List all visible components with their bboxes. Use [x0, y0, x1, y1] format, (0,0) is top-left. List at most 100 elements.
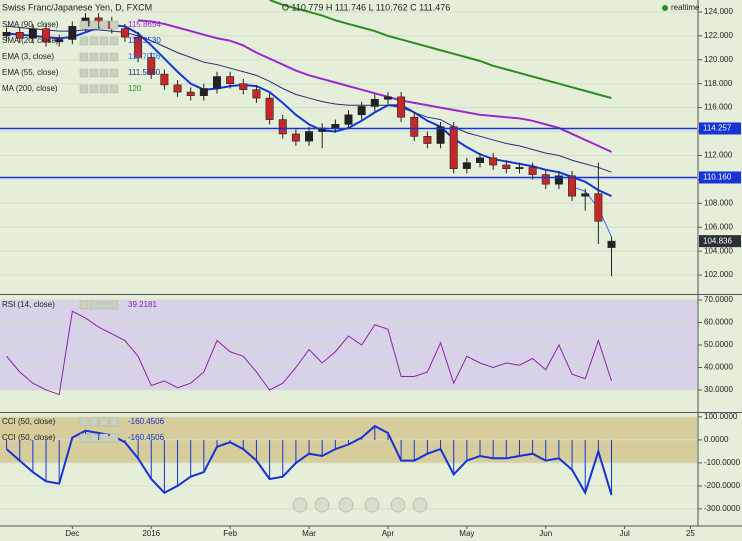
candle-body	[265, 97, 274, 120]
toolbar-button[interactable]	[412, 497, 428, 513]
legend-icon	[109, 300, 119, 310]
y-tick-label: -100.0000	[704, 458, 741, 467]
legend-icon	[99, 36, 109, 46]
last-price-box	[699, 235, 741, 248]
candle-body	[291, 133, 300, 142]
toolbar-button[interactable]	[314, 497, 330, 513]
y-tick-label: 112.000	[704, 151, 733, 160]
toolbar-button[interactable]	[364, 497, 380, 513]
x-tick-label: Mar	[302, 529, 316, 538]
y-tick-label: 30.0000	[704, 385, 733, 394]
legend-icon	[109, 52, 119, 62]
y-tick-label: 60.0000	[704, 318, 733, 327]
toolbar-button[interactable]	[338, 497, 354, 513]
candle-body	[278, 119, 287, 135]
legend-value: 113.3530	[128, 36, 161, 45]
legend-icon	[99, 52, 109, 62]
y-tick-label: 108.000	[704, 198, 733, 207]
legend-name: SMA (90, close)	[2, 20, 59, 29]
y-tick-label: 124.000	[704, 7, 733, 16]
legend-icon	[109, 417, 119, 427]
legend-value: 111.5850	[128, 68, 161, 77]
legend-icon	[79, 300, 89, 310]
x-tick-label: May	[459, 529, 474, 538]
candle-body	[462, 162, 471, 169]
candle-body	[581, 193, 590, 197]
legend-icon	[99, 300, 109, 310]
legend-icon	[89, 417, 99, 427]
candle-body	[160, 73, 169, 86]
candle-body	[173, 84, 182, 93]
candle-body	[213, 76, 221, 89]
ohlc-readout: O 110.779 H 111.746 L 110.762 C 111.476	[282, 2, 450, 12]
legend-name: CCI (50, close)	[2, 433, 56, 442]
legend-icon	[79, 417, 89, 427]
y-tick-label: 40.0000	[704, 363, 733, 372]
legend-value: 39.2181	[128, 300, 157, 309]
candle-body	[397, 96, 406, 118]
candle-body	[42, 28, 51, 43]
legend-icon	[79, 84, 89, 94]
x-tick-label: Apr	[382, 529, 395, 538]
legend-icon	[109, 68, 119, 78]
legend-icon	[99, 68, 109, 78]
candle-body	[502, 164, 511, 169]
legend-icon	[89, 300, 99, 310]
price-label-box	[699, 122, 741, 135]
legend-name: EMA (55, close)	[2, 68, 59, 77]
legend-name: EMA (3, close)	[2, 52, 54, 61]
y-tick-label: 102.000	[704, 270, 733, 279]
candle-body	[449, 126, 458, 169]
y-tick-label: -300.0000	[704, 504, 741, 513]
legend-icon	[79, 433, 89, 443]
legend-icon	[79, 20, 89, 30]
toolbar-button[interactable]	[292, 497, 308, 513]
legend-name: SMA (20, close)	[2, 36, 59, 45]
candle-body	[147, 57, 156, 75]
y-tick-label: 116.000	[704, 103, 733, 112]
candle-body	[28, 28, 37, 39]
candle-body	[226, 76, 235, 85]
candle-body	[15, 31, 24, 39]
candle-body	[370, 98, 379, 107]
y-tick-label: 122.000	[704, 31, 733, 40]
legend-name: MA (200, close)	[2, 84, 58, 93]
price-label: 114.257	[703, 124, 732, 133]
candle-body	[476, 157, 484, 163]
y-tick-label: 50.0000	[704, 340, 733, 349]
candle-body	[199, 88, 208, 96]
indicator-line	[6, 25, 612, 173]
candle-body	[515, 167, 524, 169]
indicator-line	[571, 186, 612, 237]
candle-body	[252, 89, 261, 99]
toolbar-button[interactable]	[390, 497, 406, 513]
x-tick-label: Feb	[223, 529, 237, 538]
candle-body	[357, 106, 366, 116]
panel	[0, 0, 697, 277]
legend-icon	[99, 20, 109, 30]
legend-icon	[99, 433, 109, 443]
y-tick-label: 100.0000	[704, 412, 738, 421]
legend-icon	[109, 20, 119, 30]
y-tick-label: 120.000	[704, 55, 733, 64]
legend-icon	[79, 36, 89, 46]
legend-icon	[89, 52, 99, 62]
candle-body	[331, 124, 340, 129]
candle-body	[186, 91, 195, 96]
last-price-label: 104.836	[703, 236, 732, 245]
candle-body	[120, 28, 129, 38]
candle-body	[436, 126, 445, 144]
zoom-toolbar	[292, 497, 428, 513]
candle-body	[568, 175, 577, 197]
y-tick-label: 70.0000	[704, 295, 733, 304]
legend-icon	[89, 68, 99, 78]
legend-icon	[99, 417, 109, 427]
candle-body	[528, 167, 537, 175]
indicator-line	[6, 310, 612, 396]
y-tick-label: 104.000	[704, 246, 733, 255]
y-tick-label: -200.0000	[704, 481, 741, 490]
price-label-box	[699, 171, 741, 184]
